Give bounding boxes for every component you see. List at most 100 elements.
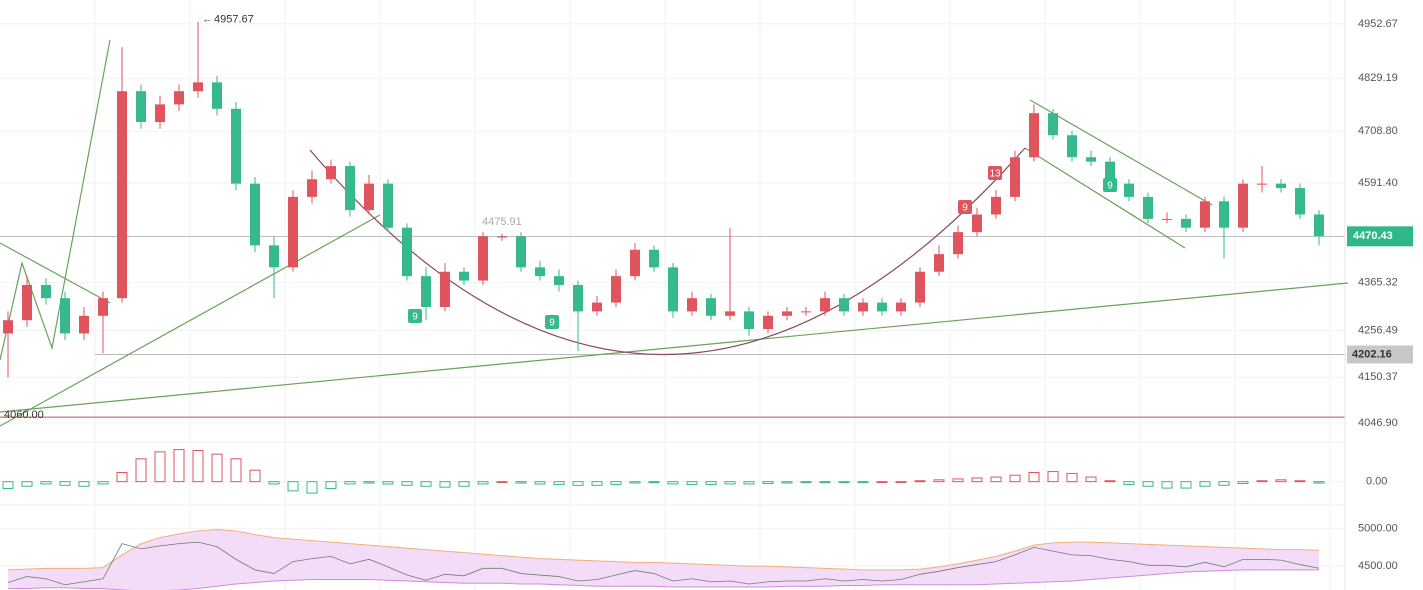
candle-body [1200, 201, 1210, 228]
candle-body [953, 232, 963, 255]
macd-bar [648, 481, 660, 484]
candle-body [383, 183, 393, 228]
macd-bar [1066, 472, 1078, 483]
candle-body [725, 311, 735, 316]
candle-body [269, 245, 279, 268]
candle-body [915, 271, 925, 303]
count-marker [1103, 178, 1117, 192]
trend-line [0, 214, 381, 427]
candle-body [972, 214, 982, 233]
band-upper [7, 528, 1320, 571]
candle-body [1029, 113, 1039, 158]
band-lower [8, 569, 1319, 590]
candle-body [554, 276, 564, 285]
macd-tick-label: 0.00 [1366, 476, 1387, 488]
channel-line [1029, 99, 1213, 206]
candle-body [1124, 183, 1134, 197]
macd-bar [515, 481, 527, 484]
candle-body [1295, 188, 1305, 215]
count-marker [988, 166, 1002, 180]
macd-bar [781, 481, 793, 484]
candle-body [934, 254, 944, 272]
candle-body [307, 179, 317, 197]
macd-bar [629, 481, 641, 484]
candle-body [1067, 135, 1077, 158]
candle-body [478, 236, 488, 281]
macd-bar [933, 479, 945, 483]
macd-bar [420, 481, 432, 487]
candle-body [98, 298, 108, 316]
macd-bar [572, 481, 584, 486]
macd-bar [952, 478, 964, 483]
candle-body [174, 91, 184, 105]
candle-body [896, 302, 906, 312]
macd-bar [1142, 481, 1154, 487]
candle-body [41, 284, 51, 299]
y-tick-label: 4952.67 [1358, 18, 1398, 30]
macd-bar [1180, 481, 1192, 489]
candle-body [649, 249, 659, 268]
macd-bar [971, 477, 983, 483]
candle-body [1181, 218, 1191, 228]
macd-bar [762, 481, 774, 484]
candle-body [22, 284, 32, 321]
count-marker [545, 315, 559, 329]
trend-line [0, 282, 1349, 413]
candle-body [1238, 183, 1248, 228]
band-tick-label: 4500.00 [1358, 560, 1398, 572]
candle-body [440, 271, 450, 307]
candle-body [364, 183, 374, 211]
macd-bar [667, 481, 679, 485]
macd-bar [192, 450, 204, 483]
candle-body [212, 82, 222, 109]
y-tick-label: 4046.90 [1358, 417, 1398, 429]
macd-bar [990, 476, 1002, 483]
candle-body [991, 196, 1001, 215]
candle-body [782, 311, 792, 316]
candle-body [592, 302, 602, 312]
candle-body [136, 91, 146, 123]
macd-bar [1028, 472, 1040, 483]
y-tick-label: 4256.49 [1358, 324, 1398, 336]
candle-body [1048, 113, 1058, 136]
candle-body [1105, 161, 1115, 184]
y-tick-label: 4829.19 [1358, 72, 1398, 84]
macd-bar [1161, 481, 1173, 489]
candle-body [1219, 201, 1229, 228]
candle-body [326, 166, 336, 180]
count-marker-label: 9 [1107, 181, 1113, 192]
macd-bar [458, 481, 470, 487]
candle-body [1162, 218, 1172, 220]
candle-body [3, 320, 13, 334]
candle-body [459, 271, 469, 281]
macd-bar [724, 481, 736, 485]
macd-bar [553, 481, 565, 485]
price-label: 4470.43 [1353, 230, 1393, 242]
high-annotation: 4957.67 [214, 14, 254, 26]
macd-bar [1085, 476, 1097, 483]
band-price [7, 541, 1320, 586]
candle-body [1086, 157, 1096, 162]
macd-bar [705, 481, 717, 485]
candle-body [858, 302, 868, 312]
macd-bar [914, 480, 926, 483]
macd-bar [230, 458, 242, 483]
macd-bar [686, 481, 698, 485]
channel-line [1024, 147, 1186, 249]
macd-bar [211, 453, 223, 483]
candles [2, 21, 1325, 590]
macd-bar [173, 449, 185, 483]
drawings [0, 39, 1349, 427]
macd-bar [97, 481, 109, 485]
macd-bar [21, 481, 33, 487]
candle-body [497, 236, 507, 238]
macd-bar [1294, 480, 1306, 483]
macd-bar [1256, 480, 1268, 483]
overlay: 4952.67 4829.19 4708.80 4591.40 4365.32 4256.… [4, 14, 1413, 572]
macd-bar [800, 481, 812, 484]
candle-body [1010, 157, 1020, 197]
count-marker-label: 9 [412, 312, 418, 323]
candle-body [839, 298, 849, 312]
macd-bar [135, 458, 147, 483]
